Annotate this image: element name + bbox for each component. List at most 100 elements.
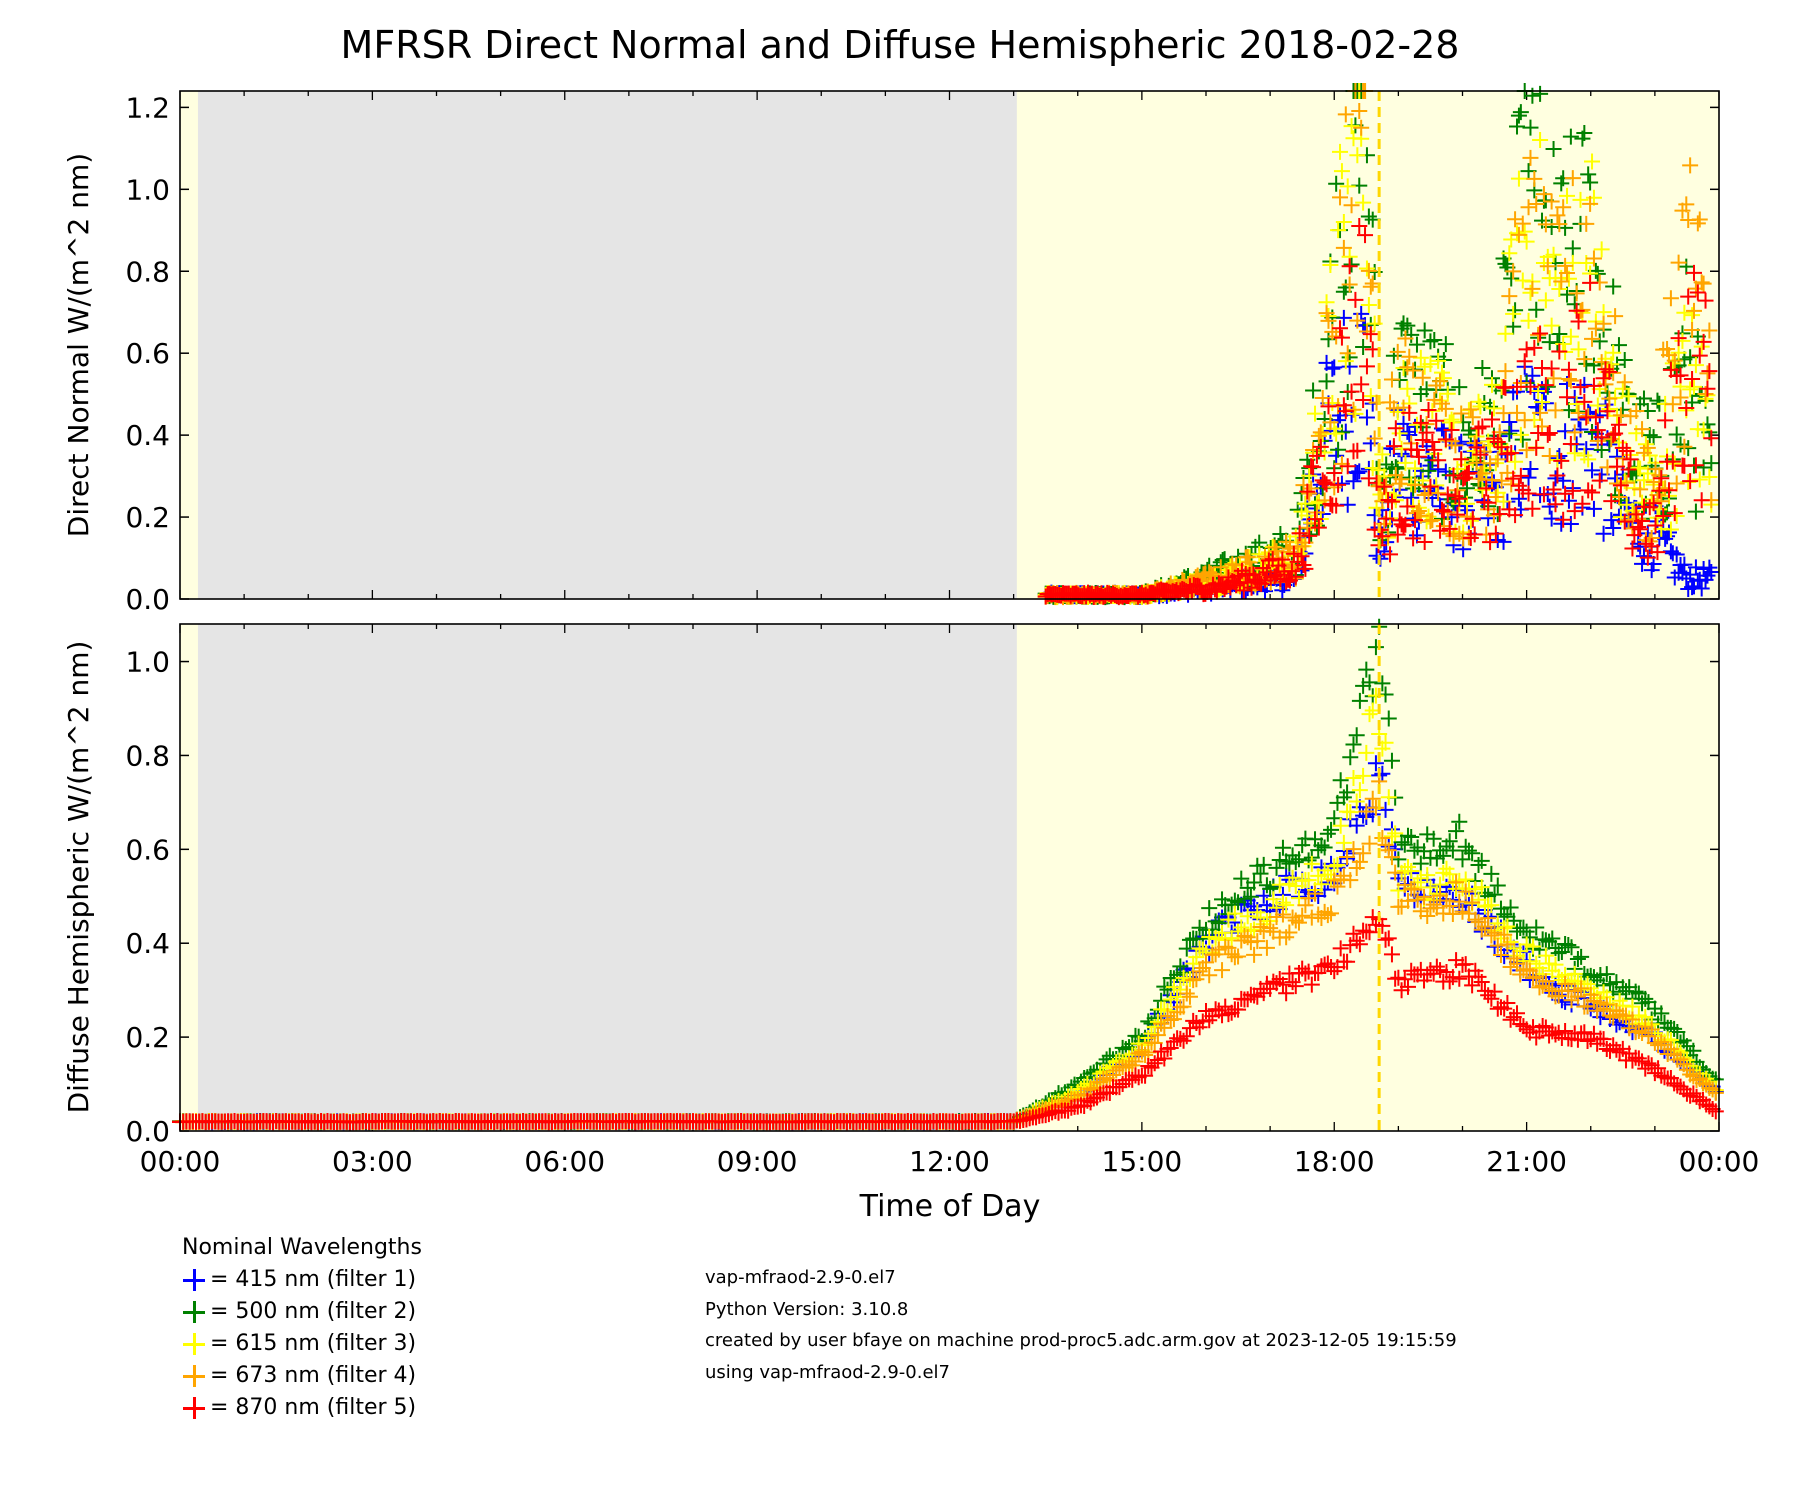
data-point <box>1564 254 1581 271</box>
data-point <box>1682 157 1699 174</box>
data-point <box>1451 436 1468 453</box>
data-point <box>1687 559 1704 576</box>
data-point <box>1397 454 1414 471</box>
info-line: using vap-mfraod-2.9-0.el7 <box>705 1361 951 1383</box>
data-point <box>1701 468 1718 485</box>
y-axis-label: Direct Normal W/(m^2 nm) <box>62 153 95 537</box>
x-tick-label: 03:00 <box>332 1145 413 1178</box>
data-point <box>1408 505 1425 522</box>
data-point <box>1314 425 1331 442</box>
data-point <box>1501 425 1518 442</box>
data-point <box>1412 349 1429 366</box>
data-point <box>1482 455 1499 472</box>
data-point <box>1610 488 1627 505</box>
data-point <box>1520 199 1537 216</box>
y-ticks: 0.0 0.2 0.4 0.6 0.8 1.0 1.2 <box>125 91 1720 616</box>
data-point <box>1520 469 1537 486</box>
data-point <box>1562 128 1579 145</box>
data-point <box>1326 359 1343 376</box>
data-point <box>1509 225 1526 242</box>
data-point <box>1576 376 1593 393</box>
direct-normal-panel: 0.0 0.2 0.4 0.6 0.8 1.0 1.2 Direct Normal W/(m… <box>62 83 1720 616</box>
data-point <box>1510 170 1527 187</box>
data-point <box>1301 467 1318 484</box>
y-tick-label: 1.2 <box>125 91 170 124</box>
legend-item: = 673 nm (filter 4) <box>182 1360 422 1392</box>
data-point <box>1682 381 1699 398</box>
data-point <box>1676 556 1693 573</box>
data-point <box>1430 485 1447 502</box>
data-point <box>1314 390 1331 407</box>
data-point <box>1497 363 1514 380</box>
data-point <box>1562 372 1579 389</box>
data-point <box>1437 336 1454 353</box>
chart-title: MFRSR Direct Normal and Diffuse Hemisphe… <box>341 23 1460 67</box>
data-point <box>1451 379 1468 396</box>
data-point <box>1520 312 1537 329</box>
data-point <box>1685 378 1702 395</box>
data-point <box>1657 530 1674 547</box>
data-point <box>1414 369 1431 386</box>
data-point <box>1426 391 1443 408</box>
data-point <box>1349 465 1366 482</box>
y-tick-label: 0.8 <box>125 255 170 288</box>
data-point <box>1303 480 1320 497</box>
data-point <box>1522 284 1539 301</box>
data-point <box>1532 85 1549 102</box>
data-point <box>1545 246 1562 263</box>
y-tick-label: 0.0 <box>125 583 170 616</box>
data-point <box>1603 512 1620 529</box>
data-point <box>1233 562 1250 579</box>
data-point <box>1320 331 1337 348</box>
data-point <box>1422 333 1439 350</box>
x-tick-label: 09:00 <box>717 1145 798 1178</box>
legend-item: = 415 nm (filter 1) <box>182 1264 422 1296</box>
data-point <box>1345 401 1362 418</box>
legend-item-label: = 870 nm (filter 5) <box>210 1395 417 1420</box>
data-point <box>1545 370 1562 387</box>
data-point <box>1662 290 1679 307</box>
data-point <box>1353 305 1370 322</box>
data-point <box>1324 360 1341 377</box>
data-point <box>1643 457 1660 474</box>
data-point <box>1543 317 1560 334</box>
data-point <box>1432 373 1449 390</box>
data-point <box>1537 292 1554 309</box>
data-point <box>1416 322 1433 339</box>
data-point <box>1534 418 1551 435</box>
data-point <box>1557 257 1574 274</box>
data-point <box>1699 365 1716 382</box>
data-point <box>1408 527 1425 544</box>
data-point <box>1628 403 1645 420</box>
data-point <box>1514 215 1531 232</box>
data-point <box>1551 326 1568 343</box>
data-point <box>1674 332 1691 349</box>
data-point <box>1349 312 1366 329</box>
data-point <box>1378 477 1395 494</box>
y-tick-label: 0.4 <box>125 927 170 960</box>
data-point <box>1582 174 1599 191</box>
data-point <box>1560 492 1577 509</box>
data-point <box>1522 460 1539 477</box>
data-point <box>1568 285 1585 302</box>
data-point <box>1612 407 1629 424</box>
data-point <box>1322 256 1339 273</box>
y-tick-label: 0.8 <box>125 739 170 772</box>
plus-marker-icon <box>182 1300 206 1324</box>
y-tick-label: 0.6 <box>125 337 170 370</box>
data-point <box>1326 479 1343 496</box>
data-point <box>1278 533 1295 550</box>
data-point <box>1564 240 1581 257</box>
data-point <box>1366 430 1383 447</box>
data-point <box>1568 395 1585 412</box>
data-point <box>1691 471 1708 488</box>
data-point <box>1699 567 1716 584</box>
data-point <box>1343 197 1360 214</box>
data-point <box>1607 308 1624 325</box>
data-point <box>1512 426 1529 443</box>
diffuse-hemispheric-panel: 0.0 0.2 0.4 0.6 0.8 1.0 00:00 03:00 06:00 09:00 12… <box>62 618 1759 1224</box>
data-point <box>1474 465 1491 482</box>
data-point <box>1339 178 1356 195</box>
x-tick-label: 21:00 <box>1486 1145 1567 1178</box>
data-point <box>1620 388 1637 405</box>
